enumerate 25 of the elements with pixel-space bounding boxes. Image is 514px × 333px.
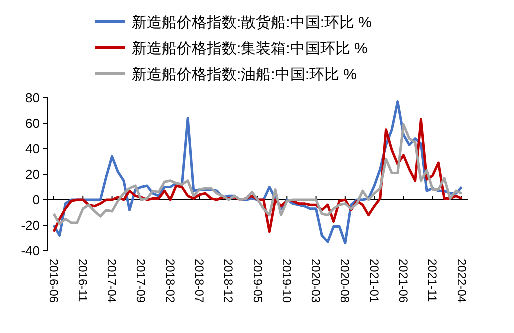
legend-label: 新造船价格指数:油船:中国:环比 % [132,66,358,84]
x-tick-label: 2021-11 [426,259,440,302]
x-tick-label: 2022-04 [454,259,469,304]
y-tick-label: 60 [26,116,40,132]
legend-label: 新造船价格指数:集装箱:中国环比 % [132,40,368,58]
x-tick-label: 2021-06 [396,259,411,304]
y-tick-label: 20 [26,167,40,182]
y-tick-label: 0 [32,192,40,208]
y-tick-label: 40 [26,142,40,157]
x-tick-label: 2016-06 [46,259,61,304]
x-tick-label: 2018-07 [192,259,207,304]
legend-label: 新造船价格指数:散货船:中国:环比 % [132,14,372,32]
x-tick-label: 2021-01 [367,259,382,304]
x-tick-label: 2018-02 [163,259,178,304]
x-tick-label: 2018-12 [222,259,236,304]
x-tick-label: 2020-08 [338,259,352,304]
x-tick-label: 2019-05 [250,259,265,304]
y-tick-label: -20 [21,218,40,234]
x-tick-label: 2019-10 [280,259,294,304]
y-tick-label: 80 [26,90,40,106]
x-tick-label: 2017-09 [134,259,148,304]
x-tick-label: 2020-03 [309,259,324,304]
x-tick-label: 2016-11 [76,259,90,302]
y-tick-label: -40 [21,244,40,259]
x-tick-label: 2017-04 [105,259,120,304]
